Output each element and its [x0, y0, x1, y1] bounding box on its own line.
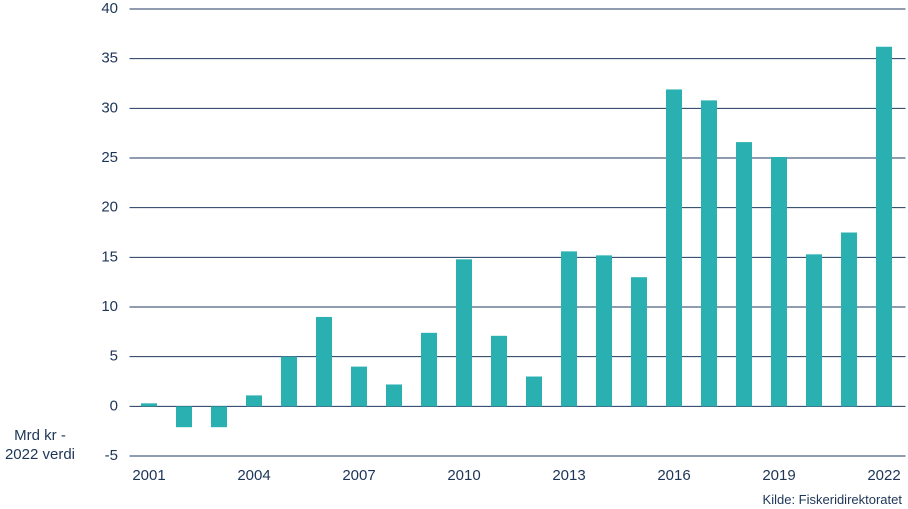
y-tick-label: 25: [101, 149, 118, 166]
bar: [771, 157, 787, 407]
y-tick-label: 15: [101, 248, 118, 265]
y-tick-label: 20: [101, 199, 118, 216]
y-tick-label: 10: [101, 298, 118, 315]
bar: [246, 395, 262, 407]
bar: [701, 100, 717, 407]
bar: [806, 254, 822, 407]
bar: [141, 403, 157, 407]
bar: [316, 316, 332, 407]
y-tick-label: 0: [110, 397, 118, 414]
bar: [876, 46, 892, 407]
y-tick-label: 30: [101, 99, 118, 116]
bar: [666, 89, 682, 407]
y-axis-label: Mrd kr - 2022 verdi: [4, 427, 76, 463]
x-tick-label: 2001: [132, 467, 165, 484]
bar: [421, 332, 437, 407]
bar: [596, 255, 612, 407]
bar: [176, 406, 192, 428]
x-tick-label: 2013: [552, 467, 585, 484]
x-tick-label: 2004: [237, 467, 270, 484]
x-tick-label: 2016: [657, 467, 690, 484]
bar: [561, 251, 577, 407]
y-tick-label: 40: [101, 0, 118, 17]
bar: [456, 259, 472, 407]
bar: [386, 384, 402, 407]
y-tick-label: 5: [110, 348, 118, 365]
x-tick-label: 2010: [447, 467, 480, 484]
y-tick-label: 35: [101, 50, 118, 67]
bar: [351, 366, 367, 407]
bar: [631, 277, 647, 407]
bar: [526, 376, 542, 407]
bar: [841, 232, 857, 407]
source-note: Kilde: Fiskeridirektoratet: [762, 492, 902, 507]
bar: [281, 356, 297, 407]
bar: [736, 142, 752, 407]
x-tick-label: 2019: [762, 467, 795, 484]
x-tick-label: 2022: [867, 467, 900, 484]
x-tick-label: 2007: [342, 467, 375, 484]
bar: [211, 406, 227, 428]
y-tick-label: -5: [105, 447, 118, 464]
bar: [491, 335, 507, 407]
